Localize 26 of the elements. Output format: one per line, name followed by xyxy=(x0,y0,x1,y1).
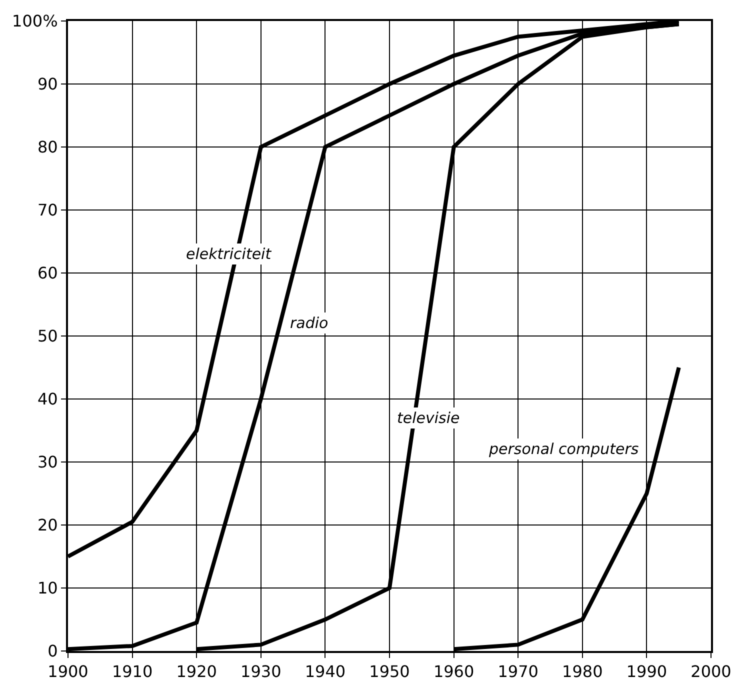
y-tick-label: 30 xyxy=(37,452,58,472)
x-tick-label: 1970 xyxy=(498,662,538,682)
x-tick-label: 1990 xyxy=(626,662,668,682)
y-tick-label: 60 xyxy=(37,264,58,283)
y-tick-label: 20 xyxy=(37,516,58,535)
x-tick-label: 2000 xyxy=(690,662,732,682)
x-tick-label: 1980 xyxy=(562,662,603,682)
series-label: televisie xyxy=(397,409,460,427)
x-tick-label: 1960 xyxy=(433,662,474,682)
series-label: elektriciteit xyxy=(186,245,272,263)
y-tick-label: 0 xyxy=(48,642,58,661)
x-tick-label: 1900 xyxy=(48,662,88,682)
y-tick-label: 80 xyxy=(37,138,58,157)
series-label: radio xyxy=(290,314,328,332)
x-tick-label: 1910 xyxy=(112,662,153,682)
y-tick-label: 40 xyxy=(37,390,58,409)
y-tick-label: 70 xyxy=(37,200,58,220)
x-tick-label: 1950 xyxy=(369,662,410,682)
y-tick-label: 10 xyxy=(37,578,58,598)
x-tick-label: 1920 xyxy=(176,662,217,682)
y-tick-label: 100% xyxy=(12,12,58,31)
x-tick-label: 1940 xyxy=(304,662,346,682)
y-tick-label: 50 xyxy=(37,326,58,346)
y-tick-label: 90 xyxy=(37,74,58,94)
series-label: personal computers xyxy=(488,440,639,458)
x-tick-label: 1930 xyxy=(240,662,282,682)
